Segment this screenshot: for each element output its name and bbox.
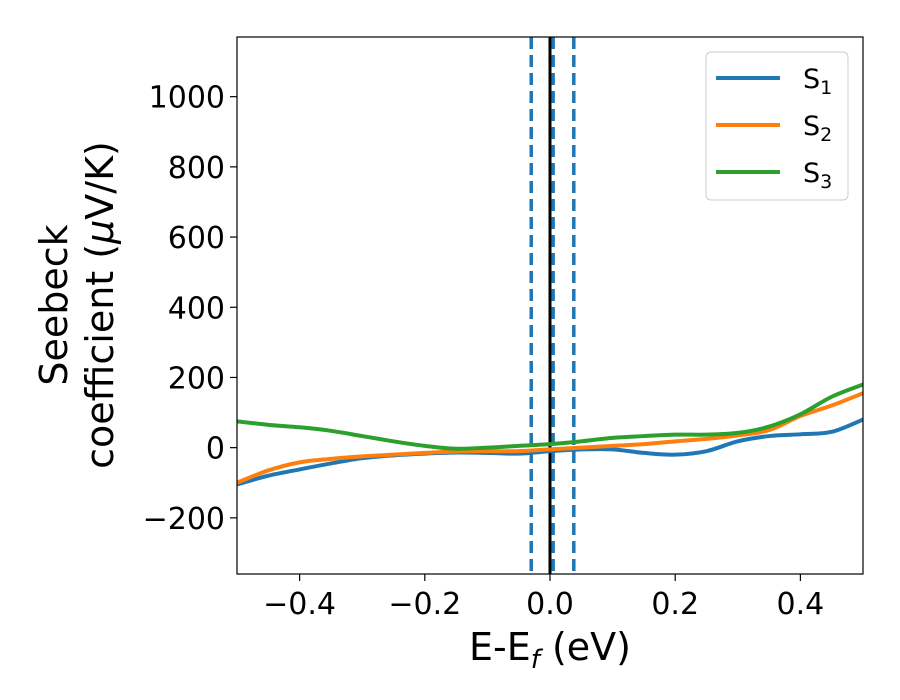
y-tick-label: 600: [168, 221, 225, 256]
y-tick-label: −200: [143, 502, 225, 537]
y-axis-ticks: −200 0 200 400 600 800 1000: [143, 81, 237, 537]
x-tick-label: −0.2: [388, 587, 461, 622]
legend-label-s3: S3: [803, 158, 832, 193]
y-tick-label: 0: [206, 432, 225, 467]
x-axis-ticks: −0.4 −0.2 0.0 0.2 0.4: [263, 574, 824, 622]
y-tick-label: 200: [168, 361, 225, 396]
x-axis-title-unit: (eV): [540, 625, 631, 669]
y-axis-title-text: coefficient (: [78, 244, 122, 469]
x-tick-label: 0.4: [777, 587, 825, 622]
y-tick-label: 1000: [149, 81, 225, 116]
y-tick-label: 800: [168, 151, 225, 186]
series-line-s2: [237, 391, 863, 485]
y-tick-label: 400: [168, 291, 225, 326]
legend-label-s1: S1: [803, 64, 832, 99]
y-axis-title-mu: μ: [78, 220, 122, 245]
x-tick-label: −0.4: [263, 587, 336, 622]
y-axis-title-line1: Seebeck: [32, 224, 76, 385]
series-lines: [237, 382, 863, 487]
legend: S1 S2 S3: [705, 51, 849, 201]
x-tick-label: 0.0: [526, 587, 574, 622]
series-line-s3: [237, 382, 863, 451]
y-axis-title-unit: V/K): [78, 141, 122, 220]
x-tick-label: 0.2: [651, 587, 699, 622]
y-axis-title-line2: coefficient (μV/K): [78, 141, 122, 469]
x-axis-title: E-Ef (eV): [469, 625, 631, 675]
vertical-reference-lines: [529, 37, 576, 574]
legend-label-s2: S2: [803, 111, 832, 146]
x-axis-title-main: E-E: [469, 625, 531, 669]
